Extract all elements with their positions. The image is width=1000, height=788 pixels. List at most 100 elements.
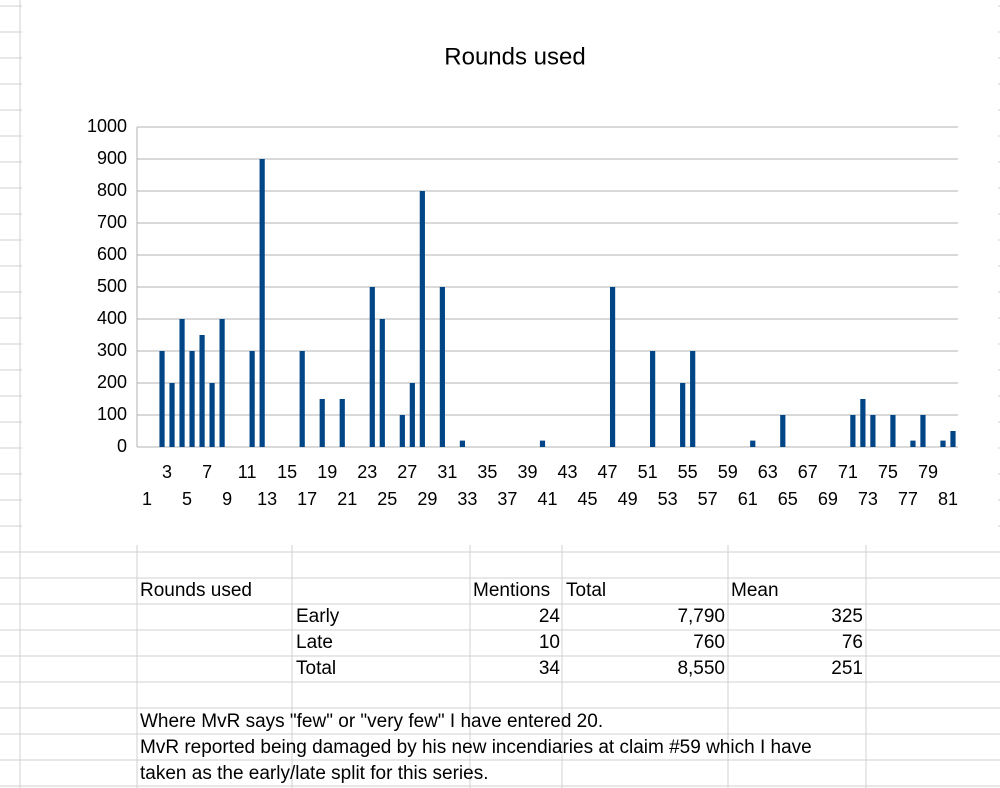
y-tick-label: 300 — [97, 340, 127, 360]
y-tick-label: 100 — [97, 404, 127, 424]
x-tick-label: 17 — [297, 489, 317, 509]
bar — [319, 399, 325, 447]
bar — [169, 383, 175, 447]
table-cell: 251 — [831, 658, 863, 679]
bar — [159, 351, 165, 447]
bar — [750, 440, 756, 447]
note: MvR reported being damaged by his new in… — [140, 737, 812, 758]
x-tick-label: 57 — [698, 489, 718, 509]
table-header: Total — [566, 580, 606, 601]
x-tick-label: 5 — [182, 489, 192, 509]
bar — [910, 440, 916, 447]
x-tick-label: 45 — [578, 489, 598, 509]
x-tick-label: 37 — [497, 489, 517, 509]
x-tick-label: 41 — [537, 489, 557, 509]
table-header: Mentions — [473, 580, 550, 601]
table-cell: 10 — [539, 632, 560, 653]
x-tick-label: 53 — [658, 489, 678, 509]
x-tick-label: 27 — [397, 462, 417, 482]
x-tick-label: 1 — [142, 489, 152, 509]
y-tick-label: 900 — [97, 148, 127, 168]
bar — [199, 335, 205, 447]
bar — [299, 351, 305, 447]
bar — [690, 351, 696, 447]
y-tick-label: 400 — [97, 308, 127, 328]
x-tick-label: 59 — [718, 462, 738, 482]
y-tick-label: 500 — [97, 276, 127, 296]
x-tick-label: 21 — [337, 489, 357, 509]
bar — [379, 319, 385, 447]
x-tick-label: 35 — [477, 462, 497, 482]
table-cell: 8,550 — [677, 658, 725, 679]
bar — [459, 440, 465, 447]
table-cell: 34 — [539, 658, 561, 679]
bar — [369, 287, 375, 447]
table-header: Mean — [731, 580, 779, 601]
chart-title: Rounds used — [444, 43, 585, 70]
x-tick-label: 29 — [417, 489, 437, 509]
x-tick-label: 81 — [938, 489, 958, 509]
bar — [920, 415, 926, 447]
bar — [940, 440, 946, 447]
x-tick-label: 23 — [357, 462, 377, 482]
x-tick-label: 63 — [758, 462, 778, 482]
bar — [650, 351, 656, 447]
x-tick-label: 25 — [377, 489, 397, 509]
bar — [890, 415, 896, 447]
chart: 0100200300400500600700800900100013579111… — [87, 116, 958, 509]
table-header: Rounds used — [140, 580, 252, 601]
x-tick-label: 79 — [918, 462, 938, 482]
x-tick-label: 7 — [202, 462, 212, 482]
bar — [609, 287, 616, 447]
x-tick-label: 51 — [638, 462, 658, 482]
x-tick-label: 49 — [618, 489, 638, 509]
x-tick-label: 67 — [798, 462, 818, 482]
x-tick-label: 33 — [457, 489, 477, 509]
chart-frame — [22, 0, 998, 545]
note: Where MvR says "few" or "very few" I hav… — [140, 711, 603, 732]
x-tick-label: 75 — [878, 462, 898, 482]
bar — [950, 431, 956, 447]
bar — [219, 319, 225, 447]
y-tick-label: 1000 — [87, 116, 127, 136]
bar — [409, 383, 415, 447]
x-tick-label: 65 — [778, 489, 798, 509]
x-tick-label: 77 — [898, 489, 918, 509]
table-cell: 325 — [831, 606, 863, 627]
x-tick-label: 43 — [558, 462, 578, 482]
table-cell: Early — [296, 606, 340, 627]
x-tick-label: 61 — [738, 489, 758, 509]
x-tick-label: 47 — [598, 462, 618, 482]
x-tick-label: 71 — [838, 462, 858, 482]
bar — [189, 351, 195, 447]
y-tick-label: 200 — [97, 372, 127, 392]
x-tick-label: 31 — [437, 462, 457, 482]
y-tick-label: 700 — [97, 212, 127, 232]
note: taken as the early/late split for this s… — [140, 763, 489, 784]
y-tick-label: 0 — [117, 436, 127, 456]
x-tick-label: 73 — [858, 489, 878, 509]
bar — [179, 319, 185, 447]
bar — [209, 383, 215, 447]
bar — [399, 415, 405, 447]
x-tick-label: 39 — [517, 462, 537, 482]
bar — [539, 440, 546, 447]
bar — [259, 159, 265, 447]
x-tick-label: 3 — [162, 462, 172, 482]
table-cell: 24 — [539, 606, 561, 627]
y-tick-label: 800 — [97, 180, 127, 200]
bar — [850, 415, 856, 447]
bar — [860, 399, 866, 447]
bar — [419, 191, 425, 447]
bar — [780, 415, 786, 447]
bar — [870, 415, 876, 447]
x-tick-label: 55 — [678, 462, 698, 482]
table: Rounds used Mentions Total Mean Early 24 7,790… — [140, 580, 863, 784]
x-tick-label: 69 — [818, 489, 838, 509]
table-cell: Total — [296, 658, 336, 679]
y-tick-label: 600 — [97, 244, 127, 264]
bar — [339, 399, 345, 447]
x-tick-label: 15 — [277, 462, 297, 482]
